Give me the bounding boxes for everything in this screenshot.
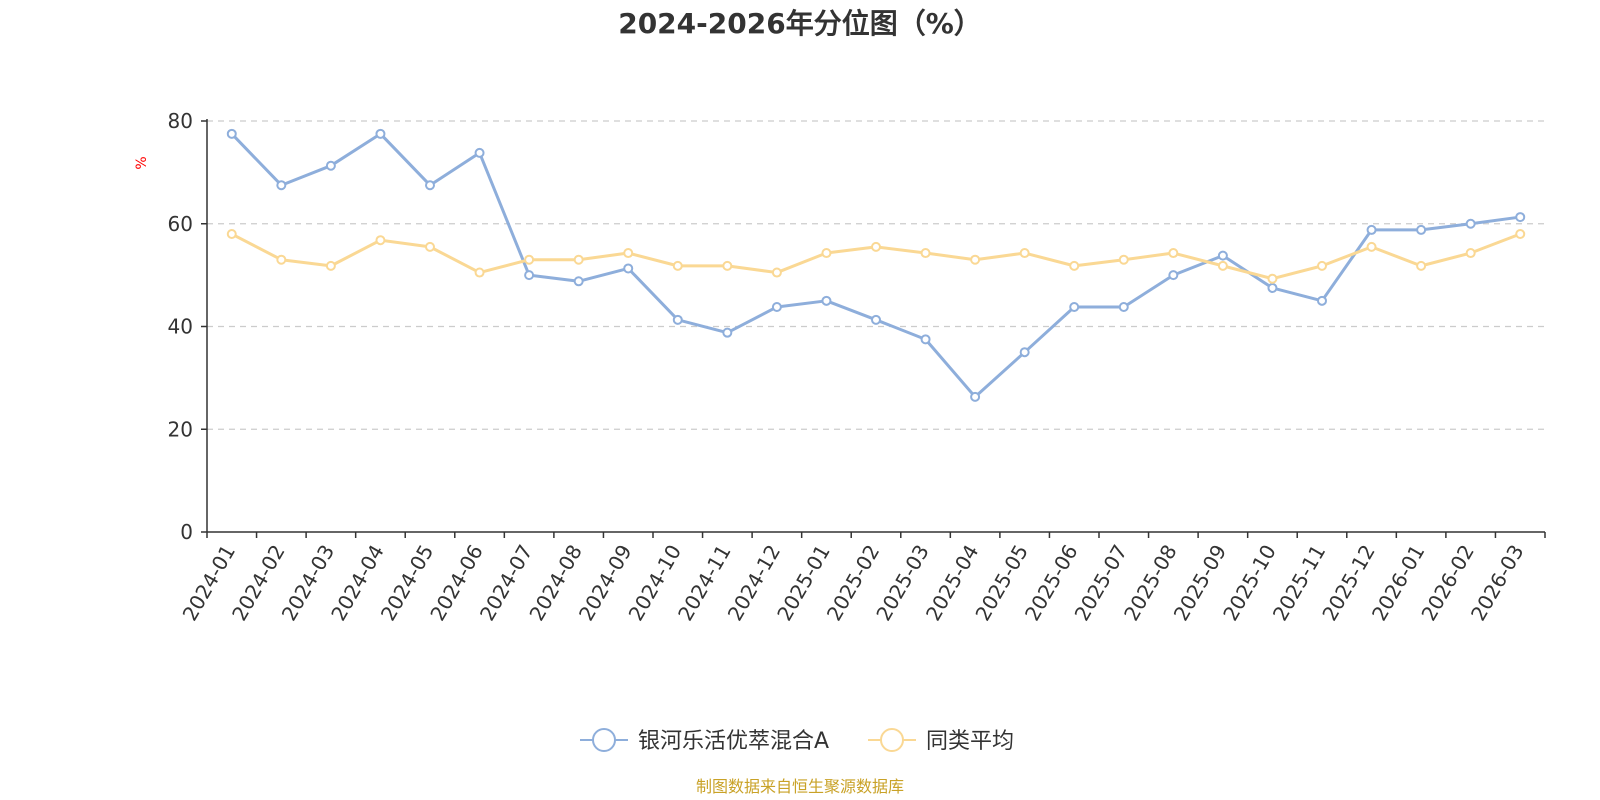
data-point[interactable] xyxy=(573,254,584,265)
legend-circle-marker xyxy=(592,728,616,752)
data-point[interactable] xyxy=(524,270,535,281)
data-point[interactable] xyxy=(920,248,931,259)
legend-circle-marker xyxy=(880,728,904,752)
legend-item[interactable]: 银河乐活优萃混合A xyxy=(580,728,829,754)
data-point[interactable] xyxy=(623,263,634,274)
data-point[interactable] xyxy=(1069,260,1080,271)
data-point[interactable] xyxy=(1019,248,1030,259)
series-0 xyxy=(226,128,1526,402)
data-point[interactable] xyxy=(672,260,683,271)
data-point[interactable] xyxy=(871,241,881,252)
y-axis-unit-label: % xyxy=(134,156,150,169)
data-point[interactable] xyxy=(226,128,237,139)
data-point[interactable] xyxy=(771,301,782,312)
series-line xyxy=(231,232,1521,281)
legend[interactable]: 银河乐活优萃混合A 同类平均 xyxy=(580,728,1014,754)
y-tick-label: 40 xyxy=(168,315,193,339)
data-point[interactable] xyxy=(1118,301,1129,312)
data-source-note: 制图数据来自恒生聚源数据库 xyxy=(696,777,904,796)
data-point[interactable] xyxy=(1515,229,1526,240)
data-point[interactable] xyxy=(821,295,832,306)
data-point[interactable] xyxy=(722,327,733,338)
axes: 0204060802024-012024-022024-032024-04202… xyxy=(168,109,1546,625)
data-point[interactable] xyxy=(1217,250,1228,261)
data-point[interactable] xyxy=(1168,248,1179,259)
data-point[interactable] xyxy=(771,267,782,278)
data-point[interactable] xyxy=(1069,301,1080,312)
data-point[interactable] xyxy=(1416,260,1427,271)
data-point[interactable] xyxy=(425,180,435,191)
data-point[interactable] xyxy=(1217,260,1228,271)
data-point[interactable] xyxy=(1416,224,1427,235)
data-point[interactable] xyxy=(920,334,931,345)
data-point[interactable] xyxy=(325,260,336,271)
data-point[interactable] xyxy=(1515,212,1526,223)
data-point[interactable] xyxy=(325,160,336,171)
data-point[interactable] xyxy=(1019,347,1030,358)
data-point[interactable] xyxy=(722,260,733,271)
data-point[interactable] xyxy=(276,254,287,265)
data-point[interactable] xyxy=(871,314,881,325)
data-point[interactable] xyxy=(970,391,981,402)
series-1 xyxy=(226,229,1526,284)
data-point[interactable] xyxy=(1267,282,1278,293)
data-point[interactable] xyxy=(1267,273,1278,284)
chart-title: 2024-2026年分位图（%） xyxy=(618,7,982,40)
y-tick-label: 80 xyxy=(168,109,193,133)
data-point[interactable] xyxy=(970,254,981,265)
data-point[interactable] xyxy=(1317,260,1327,271)
data-point[interactable] xyxy=(672,314,683,325)
data-point[interactable] xyxy=(474,147,485,158)
data-point[interactable] xyxy=(474,267,485,278)
legend-item[interactable]: 同类平均 xyxy=(868,728,1014,754)
data-point[interactable] xyxy=(1168,270,1179,281)
data-point[interactable] xyxy=(375,128,386,139)
data-point[interactable] xyxy=(821,248,832,259)
legend-label: 银河乐活优萃混合A xyxy=(638,729,829,754)
data-point[interactable] xyxy=(524,254,535,265)
data-point[interactable] xyxy=(276,180,287,191)
y-tick-label: 20 xyxy=(168,417,193,441)
data-point[interactable] xyxy=(1118,254,1129,265)
data-point[interactable] xyxy=(1465,248,1476,259)
data-point[interactable] xyxy=(1366,224,1377,235)
data-point[interactable] xyxy=(1366,241,1377,252)
y-tick-label: 0 xyxy=(180,520,193,544)
data-point[interactable] xyxy=(226,229,237,240)
data-point[interactable] xyxy=(425,241,435,252)
data-point[interactable] xyxy=(1317,295,1327,306)
series-lines xyxy=(226,128,1526,402)
legend-label: 同类平均 xyxy=(926,729,1014,754)
grid-lines xyxy=(207,120,1545,430)
data-point[interactable] xyxy=(1465,218,1476,229)
data-point[interactable] xyxy=(623,248,634,259)
data-point[interactable] xyxy=(375,235,386,246)
data-point[interactable] xyxy=(573,276,584,287)
y-tick-label: 60 xyxy=(168,212,193,236)
